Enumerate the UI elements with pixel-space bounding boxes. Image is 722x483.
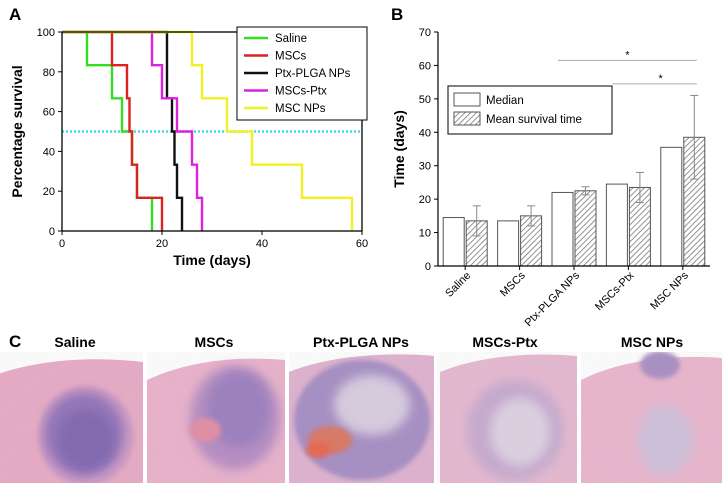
histology-label-mscs-ptx: MSCs-Ptx (472, 334, 538, 350)
bar-median-msc-nps (660, 146, 683, 267)
bar-median-mscs (497, 220, 520, 267)
survival-x-tick-label-2: 40 (256, 238, 268, 250)
significance-star-1: * (658, 73, 663, 85)
legend-swatch-median (453, 92, 481, 107)
category-label-mscs: MSCs (498, 269, 528, 299)
histology-image-ptx-plga (289, 352, 434, 483)
survival-y-tick-label-5: 100 (37, 27, 55, 39)
bar-median-mscs-ptx (605, 183, 628, 267)
series-line-msc-nps (62, 30, 354, 231)
bar-axis-ticks: 0 10 20 30 40 50 60 70 (419, 27, 438, 273)
survival-y-axis-title: Percentage survival (9, 65, 25, 197)
series-line-ptx-plga-nps (62, 30, 184, 231)
histology-panels: Saline MSCs Ptx-PLGA NPs MSCs-Ptx MSC NP… (0, 334, 722, 483)
bar-y-tick-label-7: 70 (419, 27, 431, 39)
survival-y-tick-label-2: 40 (43, 146, 55, 158)
significance-markers: ** (558, 49, 697, 85)
survival-x-tick-label-3: 60 (356, 238, 368, 250)
histology-image-mscs-ptx (437, 352, 577, 483)
survival-x-axis-title: Time (days) (173, 252, 251, 268)
survival-axis-ticks: 0 20 40 60 0 20 40 60 80 100 (37, 27, 368, 250)
bar-y-tick-label-0: 0 (425, 261, 431, 273)
histology-image-mscs (147, 352, 285, 483)
significance-star-0: * (625, 49, 630, 61)
bar-mean-survival-time-ptx-plga-nps (574, 190, 597, 267)
legend-swatch-mean-survival-time (453, 111, 481, 126)
legend-label-mscs: MSCs (275, 51, 307, 63)
survival-series-group (62, 30, 354, 231)
bar-y-tick-label-1: 10 (419, 228, 431, 240)
bar-axes (437, 32, 710, 267)
panel-letter-c: C (9, 332, 21, 351)
bar-y-tick-label-6: 60 (419, 60, 431, 72)
survival-x-tick-label-0: 0 (59, 238, 65, 250)
series-line-mscs (62, 30, 164, 231)
bar-y-tick-label-2: 20 (419, 194, 431, 206)
survival-legend: Saline MSCs Ptx-PLGA NPs MSCs-Ptx MSC NPs (236, 26, 368, 121)
survival-chart: 0 20 40 60 0 20 40 60 80 100 Time (days) Percenta… (9, 26, 368, 268)
bar-y-tick-label-4: 40 (419, 127, 431, 139)
survival-x-tick-label-1: 20 (156, 238, 168, 250)
bar-median-ptx-plga-nps (551, 191, 574, 267)
bar-y-tick-label-3: 30 (419, 161, 431, 173)
legend-label-ptx-plga-nps: Ptx-PLGA NPs (275, 68, 351, 80)
histology-label-msc-nps: MSC NPs (621, 334, 683, 350)
survival-y-tick-label-4: 80 (43, 67, 55, 79)
histology-label-ptx-plga: Ptx-PLGA NPs (313, 334, 409, 350)
panel-letter-b: B (391, 5, 403, 24)
bar-legend: Median Mean survival time (447, 85, 613, 135)
survival-y-tick-label-3: 60 (43, 107, 55, 119)
category-label-ptx-plga-nps: Ptx-PLGA NPs (523, 269, 583, 329)
histology-label-saline: Saline (54, 334, 95, 350)
legend-label-median: Median (486, 95, 524, 107)
bar-median-saline (442, 217, 465, 267)
category-label-saline: Saline (443, 270, 473, 300)
histology-image-saline (0, 352, 143, 483)
bar-y-axis-title: Time (days) (391, 110, 407, 188)
histology-image-msc-nps (581, 352, 722, 483)
survival-plot-frame (61, 31, 363, 232)
survival-y-tick-label-0: 0 (49, 226, 55, 238)
category-label-msc-nps: MSC NPs (648, 269, 691, 312)
histology-label-mscs: MSCs (195, 334, 234, 350)
category-label-mscs-ptx: MSCs-Ptx (593, 269, 637, 313)
legend-label-saline: Saline (275, 33, 307, 45)
legend-label-msc-nps: MSC NPs (275, 103, 326, 115)
legend-label-mscs-ptx: MSCs-Ptx (275, 86, 327, 98)
survival-y-tick-label-1: 20 (43, 186, 55, 198)
panel-letter-a: A (9, 5, 21, 24)
series-line-mscs-ptx (62, 30, 204, 231)
legend-label-mean-survival-time: Mean survival time (486, 114, 582, 126)
bar-y-tick-label-5: 50 (419, 94, 431, 106)
